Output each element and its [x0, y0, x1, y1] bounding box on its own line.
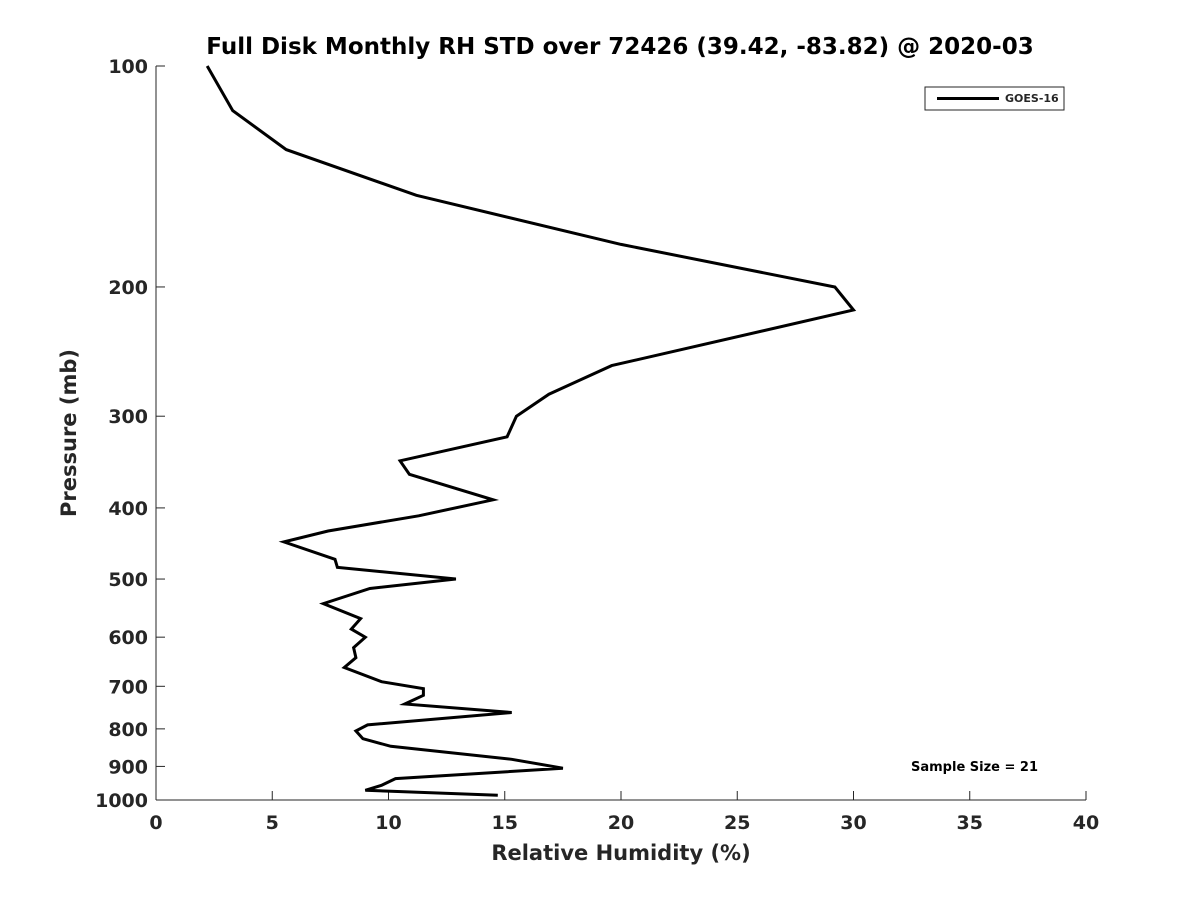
- x-tick-label: 5: [266, 812, 279, 834]
- x-tick-label: 0: [149, 812, 162, 834]
- series-layer: [205, 65, 857, 797]
- x-tick-label: 25: [724, 812, 750, 834]
- chart-title: Full Disk Monthly RH STD over 72426 (39.…: [206, 34, 1033, 60]
- axes: [155, 66, 1086, 801]
- x-tick-label: 10: [375, 812, 401, 834]
- y-axis-label: Pressure (mb): [57, 349, 81, 517]
- legend: GOES-16: [924, 86, 1065, 111]
- legend-label-goes-16: GOES-16: [1005, 92, 1059, 105]
- x-axis-ticks: 0 5 10 15 20 25 30 35 40: [149, 791, 1099, 834]
- x-tick-label: 20: [608, 812, 634, 834]
- y-tick-label: 500: [108, 569, 148, 591]
- y-tick-label: 900: [108, 756, 148, 778]
- series-line-goes-16: [205, 65, 857, 797]
- x-tick-label: 35: [957, 812, 983, 834]
- x-tick-label: 15: [492, 812, 518, 834]
- y-tick-label: 700: [108, 676, 148, 698]
- y-tick-label: 100: [108, 56, 148, 78]
- y-tick-label: 600: [108, 627, 148, 649]
- y-axis-ticks: 100 200 300 400 500 600 700 800 900 1000: [95, 56, 165, 812]
- x-axis-label: Relative Humidity (%): [491, 841, 750, 865]
- y-tick-label: 400: [108, 498, 148, 520]
- y-tick-label: 1000: [95, 790, 148, 812]
- y-tick-label: 200: [108, 277, 148, 299]
- sample-size-annotation: Sample Size = 21: [911, 760, 1038, 775]
- x-tick-label: 30: [840, 812, 866, 834]
- y-tick-label: 800: [108, 719, 148, 741]
- x-tick-label: 40: [1073, 812, 1099, 834]
- y-tick-label: 300: [108, 406, 148, 428]
